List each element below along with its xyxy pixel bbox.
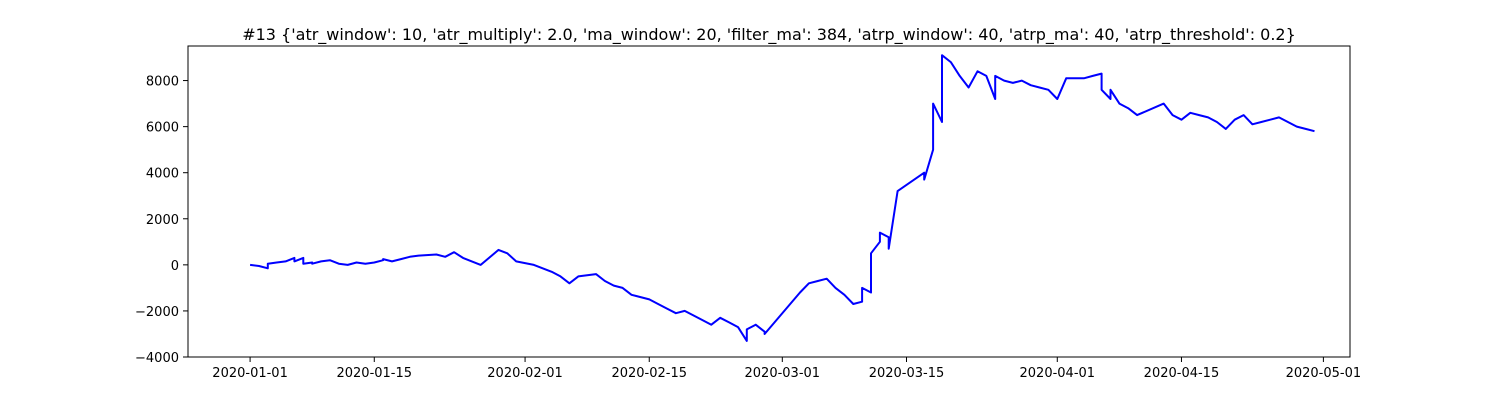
y-tick-label: 8000 [146,75,179,90]
x-tick-label: 2020-03-01 [745,366,821,381]
x-tick-label: 2020-01-01 [212,366,288,381]
chart-title: #13 {'atr_window': 10, 'atr_multiply': 2… [242,25,1296,45]
y-tick-label: 4000 [146,167,179,182]
y-tick-label: 0 [171,259,179,274]
x-tick-label: 2020-02-15 [611,366,687,381]
x-tick-label: 2020-02-01 [487,366,563,381]
y-tick-label: 6000 [146,121,179,136]
x-tick-label: 2020-03-15 [869,366,945,381]
y-tick-label: −2000 [135,305,179,320]
y-tick-label: 2000 [146,213,179,228]
x-tick-label: 2020-04-15 [1144,366,1220,381]
axes: 2020-01-01 2020-01-15 2020-02-01 2020-02-15… [135,45,1362,381]
x-tick-label: 2020-01-15 [336,366,412,381]
plot-frame [187,45,1351,358]
x-tick-label: 2020-05-01 [1286,366,1362,381]
y-tick-label: −4000 [135,351,179,366]
x-tick-label: 2020-04-01 [1020,366,1096,381]
series-line [249,54,1315,342]
